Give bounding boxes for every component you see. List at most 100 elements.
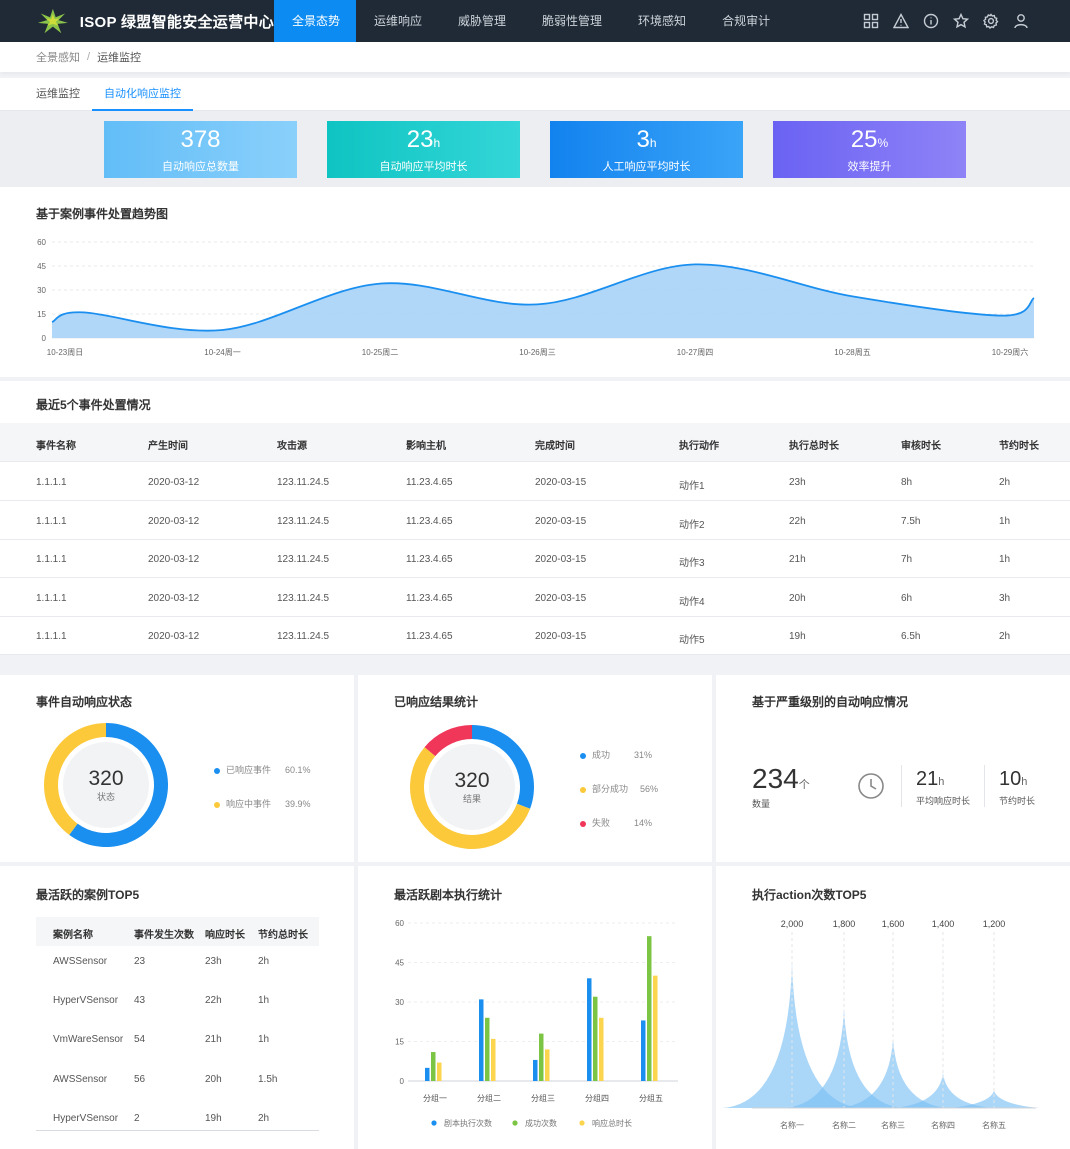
- table-cell: 2020-03-12: [148, 554, 200, 566]
- nav-item-threat[interactable]: 威胁管理: [458, 14, 507, 28]
- kpi-value: 378: [180, 126, 221, 153]
- info-icon[interactable]: [922, 12, 940, 30]
- legend-dot: [214, 801, 220, 808]
- kpi-value: 25%: [850, 126, 889, 153]
- status-title: 事件自动响应状态: [36, 695, 133, 709]
- bar: [491, 1038, 496, 1081]
- user-icon[interactable]: [1012, 12, 1030, 30]
- value-label: 1,400: [932, 919, 955, 929]
- y-tick-label: 60: [37, 238, 46, 247]
- kpi-label: 自动响应平均时长: [379, 161, 468, 173]
- trend-chart[interactable]: 0 15 30 45 60 10-23周日 10-24周一 10-25周二 10-26周三 10-…: [0, 187, 1070, 377]
- severity-title: 基于严重级别的自动响应情况: [752, 695, 909, 709]
- severity-panel: 基于严重级别的自动响应情况 234个 数量 21h 平均响应时长 10h 节约时…: [716, 675, 1070, 862]
- y-tick-label: 15: [395, 1038, 404, 1047]
- table-cell: 2020-03-12: [148, 592, 200, 604]
- x-tick-label: 10-26周三: [519, 348, 555, 357]
- x-tick-label: 名称二: [832, 1120, 856, 1130]
- kpi-strip: 378 自动响应总数量 23h 自动响应平均时长 3h 人工响应平均时长 25%…: [0, 111, 1070, 187]
- kpi-label: 效率提升: [847, 161, 892, 173]
- x-tick-label: 名称三: [881, 1120, 905, 1130]
- severity-avg-label: 平均响应时长: [916, 796, 971, 806]
- table-cell: 7.5h: [901, 515, 921, 527]
- legend-responded: 已响应事件 60.1%: [214, 763, 311, 776]
- legend-partial: 部分成功 56%: [580, 782, 658, 795]
- kpi-card-auto-total[interactable]: 378 自动响应总数量: [104, 121, 297, 178]
- status-donut-chart[interactable]: [0, 675, 354, 862]
- alert-triangle-icon[interactable]: [892, 12, 910, 30]
- nav-item-compliance[interactable]: 合规审计: [722, 14, 771, 28]
- table-cell: 20h: [789, 592, 806, 604]
- x-tick-label: 10-29周六: [992, 347, 1028, 357]
- table-cell: 2020-03-12: [148, 631, 200, 643]
- table-cell: 1.1.1.1: [36, 631, 67, 643]
- breadcrumb-parent[interactable]: 全景感知: [36, 52, 80, 64]
- table-cell: 3h: [999, 592, 1011, 604]
- actions-spike-chart[interactable]: 2,000 名称一 1,800 名称二 1,600 名称三 1,400 名称四 1,200 名称五: [716, 866, 1070, 1149]
- column-header: 影响主机: [406, 441, 446, 452]
- nav-item-overview[interactable]: 全景态势: [274, 0, 356, 42]
- table-cell: 11.23.4.65: [406, 554, 453, 566]
- nav-item-ops-response[interactable]: 运维响应: [374, 14, 423, 28]
- table-cell: 22h: [205, 995, 222, 1007]
- table-cell: 7h: [901, 554, 913, 566]
- value-label: 1,200: [983, 919, 1006, 929]
- severity-count: 234个: [752, 763, 810, 794]
- row-divider: [0, 577, 1070, 579]
- table-cell: 2020-03-15: [535, 515, 587, 527]
- value-label: 1,800: [833, 919, 856, 929]
- table-cell: 11.23.4.65: [406, 477, 453, 488]
- table-cell: 1.5h: [258, 1073, 278, 1085]
- x-tick-label: 分组四: [585, 1093, 609, 1103]
- severity-count-label: 数量: [752, 799, 771, 809]
- value-label: 2,000: [781, 919, 804, 929]
- table-cell: 43: [134, 995, 146, 1007]
- column-header: 案例名称: [53, 930, 93, 941]
- x-tick-label: 10-23周日: [47, 348, 83, 357]
- legend-responding: 响应中事件 39.9%: [214, 797, 311, 810]
- events-panel: 最近5个事件处置情况 事件名称 产生时间 攻击源 影响主机 完成时间 执行动作 执行总时长 审…: [0, 381, 1070, 656]
- tab-ops-monitor[interactable]: 运维监控: [36, 88, 80, 100]
- brand[interactable]: ISOP 绿盟智能安全运营中心: [0, 0, 274, 42]
- table-cell: 19h: [205, 1112, 222, 1124]
- table-cell: 动作4: [679, 596, 705, 608]
- column-header: 节约总时长: [258, 930, 308, 941]
- x-tick-label: 10-24周一: [204, 348, 240, 357]
- kpi-label: 自动响应总数量: [162, 161, 239, 173]
- actions-title: 执行action次数TOP5: [752, 888, 867, 902]
- kpi-card-manual-avg[interactable]: 3h 人工响应平均时长: [550, 121, 743, 178]
- nav-item-vulnerability[interactable]: 脆弱性管理: [542, 14, 603, 28]
- kpi-card-auto-avg[interactable]: 23h 自动响应平均时长: [327, 121, 520, 178]
- tab-auto-response-monitor[interactable]: 自动化响应监控: [92, 78, 193, 111]
- main-nav: 全景态势 运维响应 威胁管理 脆弱性管理 环境感知 合规审计: [274, 0, 788, 42]
- result-center-value: 320: [454, 769, 490, 792]
- table-cell: 123.11.24.5: [277, 515, 330, 527]
- kpi-card-efficiency[interactable]: 25% 效率提升: [773, 121, 966, 178]
- spike-area: [838, 1038, 948, 1108]
- table-cell: 动作1: [679, 481, 705, 492]
- column-header: 执行动作: [679, 441, 719, 452]
- legend-dot: [431, 1120, 437, 1126]
- actions-panel: 执行action次数TOP5 2,000 名称一 1,800 名称二 1,600 名称三 1…: [716, 866, 1070, 1149]
- legend-success: 成功 31%: [580, 748, 652, 761]
- y-tick-label: 60: [395, 919, 404, 928]
- row-divider: [0, 615, 1070, 617]
- table-cell: 动作3: [679, 558, 705, 570]
- column-header: 响应时长: [205, 930, 245, 941]
- nav-item-environment[interactable]: 环境感知: [638, 14, 687, 28]
- legend-dot: [580, 786, 586, 793]
- grid-icon[interactable]: [862, 12, 880, 30]
- table-cell: AWSSensor: [53, 956, 108, 967]
- donut-slice: [69, 723, 169, 847]
- divider: [901, 765, 902, 807]
- table-cell: 11.23.4.65: [406, 592, 453, 604]
- column-header: 产生时间: [148, 441, 188, 452]
- result-donut-chart[interactable]: [358, 675, 712, 862]
- table-cell: 2h: [999, 477, 1011, 488]
- table-cell: 1.1.1.1: [36, 515, 67, 527]
- star-icon[interactable]: [952, 12, 970, 30]
- logo-icon: [37, 8, 68, 34]
- column-header: 审核时长: [901, 441, 941, 452]
- settings-icon[interactable]: [982, 12, 1000, 30]
